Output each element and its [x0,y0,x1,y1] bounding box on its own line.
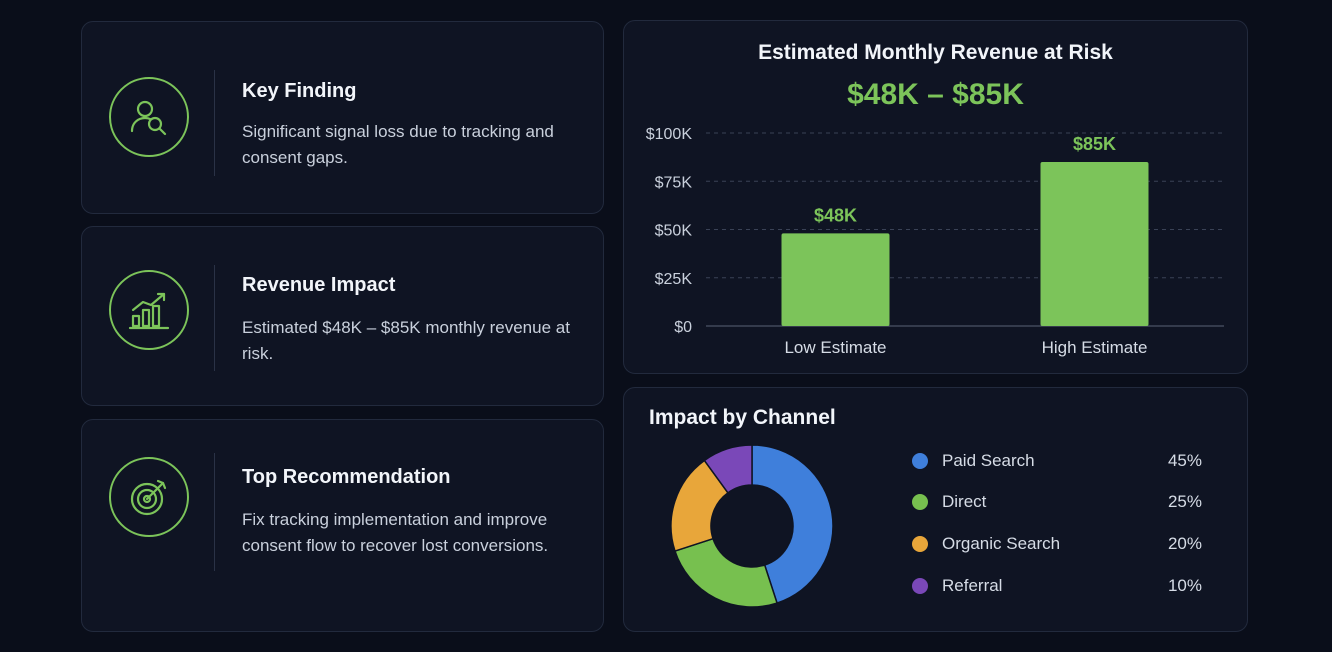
target-icon [109,457,189,537]
donut-title: Impact by Channel [649,406,836,429]
channel-impact-card: Impact by Channel Paid Search 45% Direct… [623,387,1248,632]
y-tick-label: $100K [646,126,693,143]
card-divider [214,70,215,176]
card-description: Significant signal loss due to tracking … [242,122,554,167]
revenue-chart-card: Estimated Monthly Revenue at Risk $48K –… [623,20,1248,374]
legend-swatch [912,494,928,510]
legend-value: 25% [1167,492,1202,511]
legend-item-referral: Referral 10% [912,574,1202,598]
card-description: Fix tracking implementation and improve … [242,510,549,555]
legend-value: 45% [1167,451,1202,470]
donut-chart [670,444,834,608]
legend-label: Direct [942,492,987,511]
chart-subtitle: $48K – $85K [847,78,1024,111]
card-description: Estimated $48K – $85K monthly revenue at… [242,318,570,363]
card-title: Key Finding [242,80,357,102]
legend-item-organic-search: Organic Search 20% [912,532,1202,556]
x-tick-label: Low Estimate [784,338,886,357]
key-finding-card: Key Finding Significant signal loss due … [81,21,604,214]
legend-label: Organic Search [942,534,1061,553]
donut-slice [674,537,778,608]
card-title: Top Recommendation [242,466,451,488]
legend-swatch [912,453,928,469]
legend-swatch [912,578,928,594]
legend-label: Referral [942,576,1003,595]
donut-slice [703,444,753,494]
chart-title: Estimated Monthly Revenue at Risk [758,41,1113,64]
donut-slice [751,444,834,604]
card-divider [214,453,215,571]
top-recommendation-card: Top Recommendation Fix tracking implemen… [81,419,604,632]
x-tick-label: High Estimate [1042,338,1148,357]
y-tick-label: $0 [674,319,692,336]
bar-chart: $0 $25K $50K $75K $100K $48K Low Estimate $85K H… [646,126,1224,357]
bar [781,233,890,326]
revenue-impact-card: Revenue Impact Estimated $48K – $85K mon… [81,226,604,406]
bar-data-label: $85K [1073,134,1116,154]
legend-label: Paid Search [942,451,1035,470]
legend-swatch [912,536,928,552]
growth-chart-icon [109,270,189,350]
legend-item-paid-search: Paid Search 45% [912,449,1202,473]
bar-data-label: $48K [814,205,857,225]
bar [1040,161,1149,326]
card-divider [214,265,215,371]
user-search-icon [109,77,189,157]
legend-value: 10% [1167,576,1202,595]
card-title: Revenue Impact [242,274,396,296]
legend-value: 20% [1167,534,1202,553]
y-tick-label: $25K [655,271,693,288]
legend-item-direct: Direct 25% [912,490,1202,514]
y-tick-label: $75K [655,174,693,191]
y-tick-label: $50K [655,223,693,240]
